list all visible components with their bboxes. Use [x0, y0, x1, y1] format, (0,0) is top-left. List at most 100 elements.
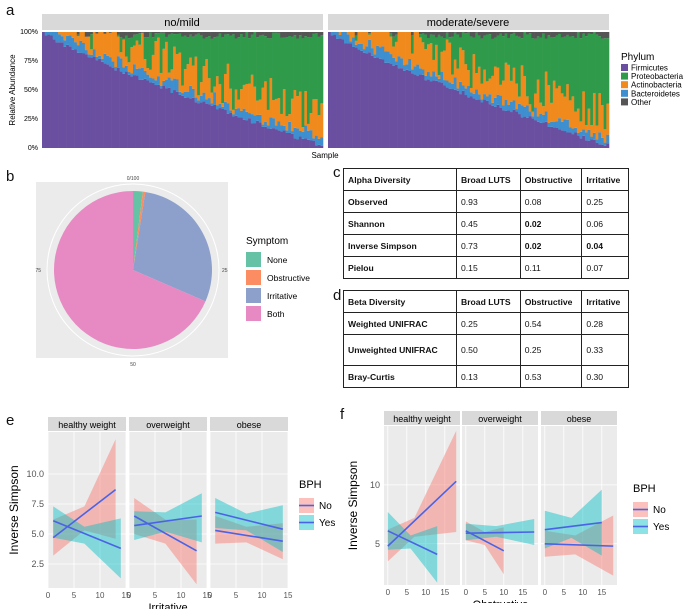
bar-segment-proteobacteria [410, 35, 414, 54]
bar-segment-other [280, 32, 284, 38]
bar-segment-proteobacteria [202, 38, 206, 67]
bar-segment-firmicutes [421, 74, 425, 148]
bar-segment-other [603, 32, 607, 39]
bar-segment-firmicutes [250, 123, 254, 148]
bar-segment-bacteroidetes [100, 58, 104, 62]
bar-segment-firmicutes [571, 134, 575, 148]
bar-segment-bacteroidetes [66, 35, 70, 45]
bar-segment-actinobacteria [397, 32, 401, 57]
bar-segment-firmicutes [437, 82, 441, 148]
legend-swatch [621, 64, 628, 71]
bar-segment-bacteroidetes [210, 103, 214, 106]
bar-segment-bacteroidetes [582, 129, 586, 136]
bar-segment-proteobacteria [250, 34, 254, 75]
bar-segment-bacteroidetes [282, 125, 286, 131]
legend-label: Actinobacteria [631, 81, 682, 90]
bar-segment-firmicutes [469, 96, 473, 148]
chart-e-irritative: Inverse Simpson 2.5 5.0 7.5 10.0 healthy weig… [7, 417, 335, 609]
bar-segment-firmicutes [467, 97, 471, 148]
bar-segment-bacteroidetes [550, 121, 554, 127]
confidence-band-no [387, 430, 457, 562]
bar-segment-actinobacteria [394, 41, 398, 62]
bar-segment-bacteroidetes [165, 79, 169, 89]
bar-segment-firmicutes [132, 75, 136, 148]
bar-segment-firmicutes [282, 130, 286, 148]
bar-segment-firmicutes [461, 90, 465, 148]
bar-segment-actinobacteria [194, 56, 198, 98]
bar-segment-bacteroidetes [186, 92, 190, 98]
bar-segment-firmicutes [191, 97, 195, 148]
bar-segment-firmicutes [74, 49, 78, 148]
bar-segment-actinobacteria [74, 32, 78, 43]
bar-segment-bacteroidetes [122, 67, 126, 74]
bar-segment-actinobacteria [165, 41, 169, 80]
bar-segment-proteobacteria [437, 34, 441, 76]
bar-segment-bacteroidetes [272, 118, 276, 129]
facet-panel-background [48, 432, 126, 588]
bar-segment-bacteroidetes [547, 122, 551, 127]
bar-segment-proteobacteria [475, 32, 479, 74]
bar-segment-actinobacteria [264, 81, 268, 122]
bar-segment-firmicutes [464, 95, 468, 148]
bar-segment-firmicutes [579, 138, 583, 148]
bar-segment-actinobacteria [485, 81, 489, 97]
bar-segment-other [258, 32, 262, 36]
bar-segment-other [475, 32, 479, 33]
table-cell: Shannon [343, 212, 457, 235]
bar-segment-bacteroidetes [389, 54, 393, 64]
bar-segment-actinobacteria [566, 84, 570, 120]
bar-segment-firmicutes [92, 56, 96, 148]
bar-segment-other [501, 32, 505, 37]
bar-segment-proteobacteria [229, 35, 233, 89]
bar-segment-firmicutes [264, 126, 268, 148]
table-cell: 0.13 [456, 365, 521, 388]
bar-segment-bacteroidetes [301, 131, 305, 139]
bar-segment-bacteroidetes [76, 45, 80, 53]
bar-segment-proteobacteria [389, 32, 393, 37]
bar-segment-proteobacteria [499, 33, 503, 85]
bar-segment-proteobacteria [558, 33, 562, 86]
bar-segment-bacteroidetes [429, 76, 433, 82]
bar-segment-other [389, 32, 393, 33]
bar-segment-bacteroidetes [568, 127, 572, 133]
bar-segment-firmicutes [590, 139, 594, 148]
facet-panel-background [541, 426, 617, 585]
bar-segment-proteobacteria [186, 37, 190, 65]
bar-segment-proteobacteria [178, 33, 182, 53]
bar-segment-other [290, 32, 294, 37]
bar-segment-other [232, 32, 235, 35]
bar-segment-proteobacteria [555, 35, 559, 89]
bar-segment-actinobacteria [98, 32, 102, 56]
bar-segment-proteobacteria [483, 35, 487, 70]
table-header: Broad LUTS [456, 290, 521, 313]
bar-segment-other [507, 32, 511, 38]
bar-segment-actinobacteria [582, 91, 586, 130]
x-tick-label: 5 [405, 588, 410, 597]
trend-line-yes [52, 520, 122, 550]
x-tick-label: 15 [597, 588, 606, 597]
bar-segment-actinobacteria [469, 87, 473, 93]
bar-segment-bacteroidetes [194, 97, 198, 103]
bar-segment-firmicutes [223, 109, 227, 148]
bar-segment-proteobacteria [603, 38, 607, 130]
legend-label: Firmicutes [631, 64, 668, 73]
bar-segment-firmicutes [280, 131, 284, 148]
bar-segment-actinobacteria [234, 89, 238, 109]
facet-strip [462, 411, 538, 425]
y-tick-label: 5.0 [31, 529, 44, 539]
bar-segment-bacteroidetes [285, 130, 289, 133]
bar-segment-bacteroidetes [352, 37, 356, 47]
bar-segment-proteobacteria [205, 37, 209, 60]
bar-segment-proteobacteria [132, 34, 136, 46]
panel-label-a: a [6, 2, 15, 19]
bar-segment-proteobacteria [464, 33, 468, 65]
bar-segment-other [477, 32, 481, 36]
legend-label: Proteobacteria [631, 72, 684, 81]
bar-segment-bacteroidetes [135, 68, 139, 76]
bar-segment-proteobacteria [512, 32, 516, 68]
y-tick-label: 10.0 [26, 469, 44, 479]
bar-segment-bacteroidetes [127, 71, 131, 75]
bar-segment-firmicutes [386, 62, 390, 148]
bar-segment-bacteroidetes [552, 122, 556, 128]
bar-segment-actinobacteria [242, 84, 246, 109]
